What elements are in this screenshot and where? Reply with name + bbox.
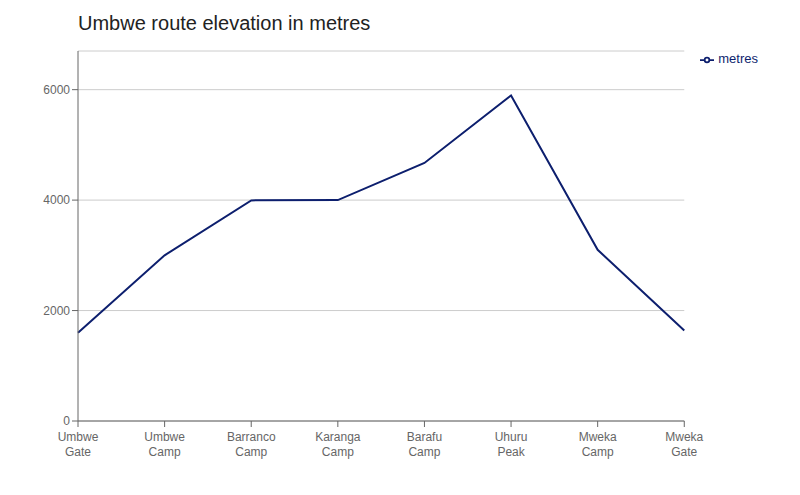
svg-text:4000: 4000 (43, 193, 70, 207)
svg-text:0: 0 (63, 414, 70, 428)
svg-text:UhuruPeak: UhuruPeak (495, 430, 528, 459)
svg-text:KarangaCamp: KarangaCamp (315, 430, 361, 459)
svg-text:MwekaCamp: MwekaCamp (579, 430, 617, 459)
svg-text:MwekaGate: MwekaGate (665, 430, 703, 459)
svg-text:BarafuCamp: BarafuCamp (407, 430, 442, 459)
svg-text:6000: 6000 (43, 83, 70, 97)
svg-text:BarrancoCamp: BarrancoCamp (227, 430, 276, 459)
svg-text:UmbweGate: UmbweGate (58, 430, 99, 459)
svg-text:2000: 2000 (43, 304, 70, 318)
svg-text:UmbweCamp: UmbweCamp (144, 430, 185, 459)
html-text:metres: metres (718, 51, 758, 66)
html-text:Umbwe route elevation in metre: Umbwe route elevation in metres (78, 12, 371, 34)
